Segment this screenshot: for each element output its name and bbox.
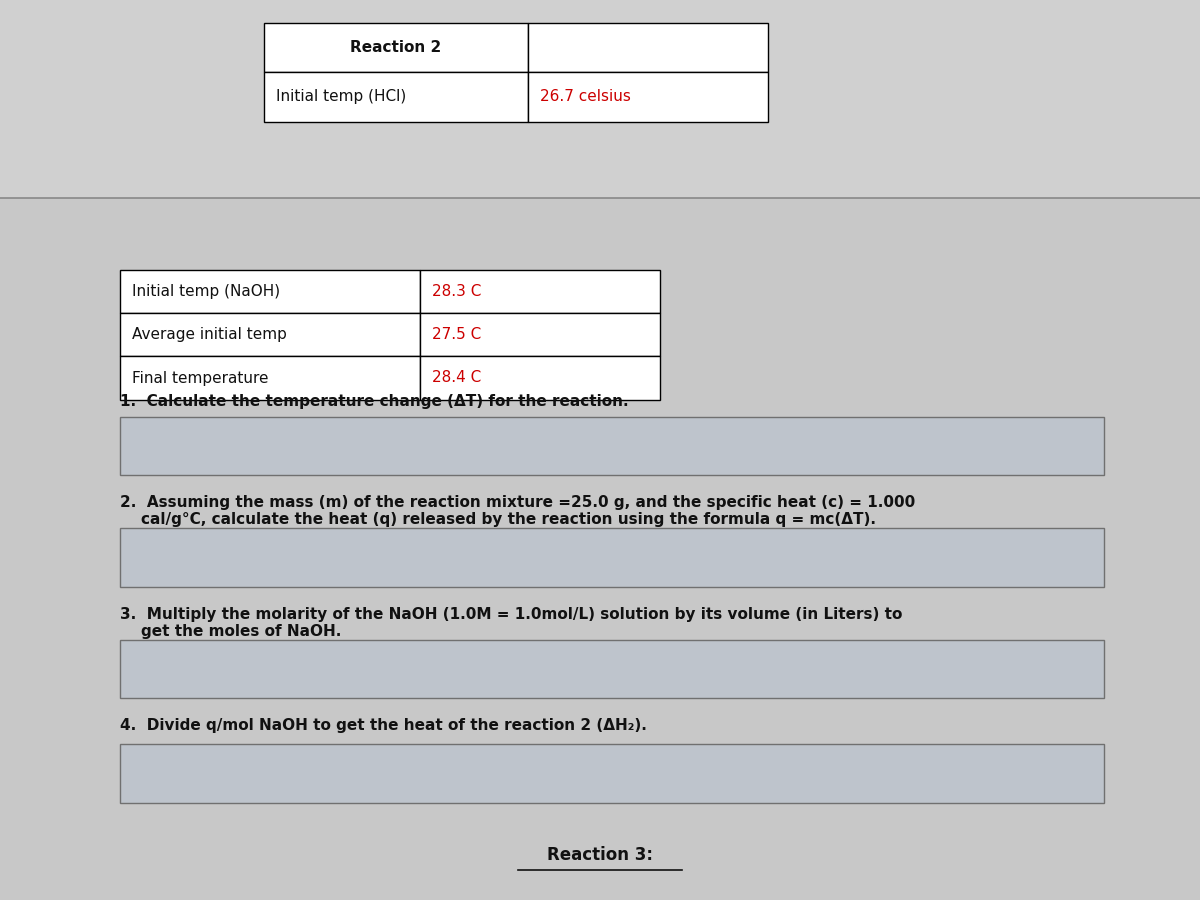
Text: Reaction 2: Reaction 2 [350, 40, 442, 55]
Text: Initial temp (NaOH): Initial temp (NaOH) [132, 284, 280, 299]
FancyBboxPatch shape [120, 744, 1104, 803]
Text: 26.7 celsius: 26.7 celsius [540, 89, 631, 104]
Text: Reaction 3:: Reaction 3: [547, 846, 653, 864]
Text: Final temperature: Final temperature [132, 371, 269, 385]
FancyBboxPatch shape [120, 640, 1104, 698]
Text: Initial temp (HCl): Initial temp (HCl) [276, 89, 407, 104]
Text: Average initial temp: Average initial temp [132, 328, 287, 342]
FancyBboxPatch shape [420, 313, 660, 356]
Text: 4.  Divide q/mol NaOH to get the heat of the reaction 2 (ΔH₂).: 4. Divide q/mol NaOH to get the heat of … [120, 718, 647, 734]
FancyBboxPatch shape [0, 0, 1200, 198]
FancyBboxPatch shape [528, 22, 768, 72]
FancyBboxPatch shape [120, 356, 420, 400]
FancyBboxPatch shape [120, 528, 1104, 587]
FancyBboxPatch shape [264, 72, 528, 122]
Text: 28.4 C: 28.4 C [432, 371, 481, 385]
Text: 3.  Multiply the molarity of the NaOH (1.0M = 1.0mol/L) solution by its volume (: 3. Multiply the molarity of the NaOH (1.… [120, 607, 902, 639]
Text: 1.  Calculate the temperature change (ΔT) for the reaction.: 1. Calculate the temperature change (ΔT)… [120, 394, 629, 410]
FancyBboxPatch shape [420, 270, 660, 313]
FancyBboxPatch shape [120, 417, 1104, 475]
FancyBboxPatch shape [420, 356, 660, 400]
FancyBboxPatch shape [264, 22, 528, 72]
Text: 27.5 C: 27.5 C [432, 328, 481, 342]
FancyBboxPatch shape [528, 72, 768, 122]
Text: 2.  Assuming the mass (m) of the reaction mixture =25.0 g, and the specific heat: 2. Assuming the mass (m) of the reaction… [120, 495, 916, 527]
FancyBboxPatch shape [120, 313, 420, 356]
Text: 28.3 C: 28.3 C [432, 284, 481, 299]
FancyBboxPatch shape [120, 270, 420, 313]
